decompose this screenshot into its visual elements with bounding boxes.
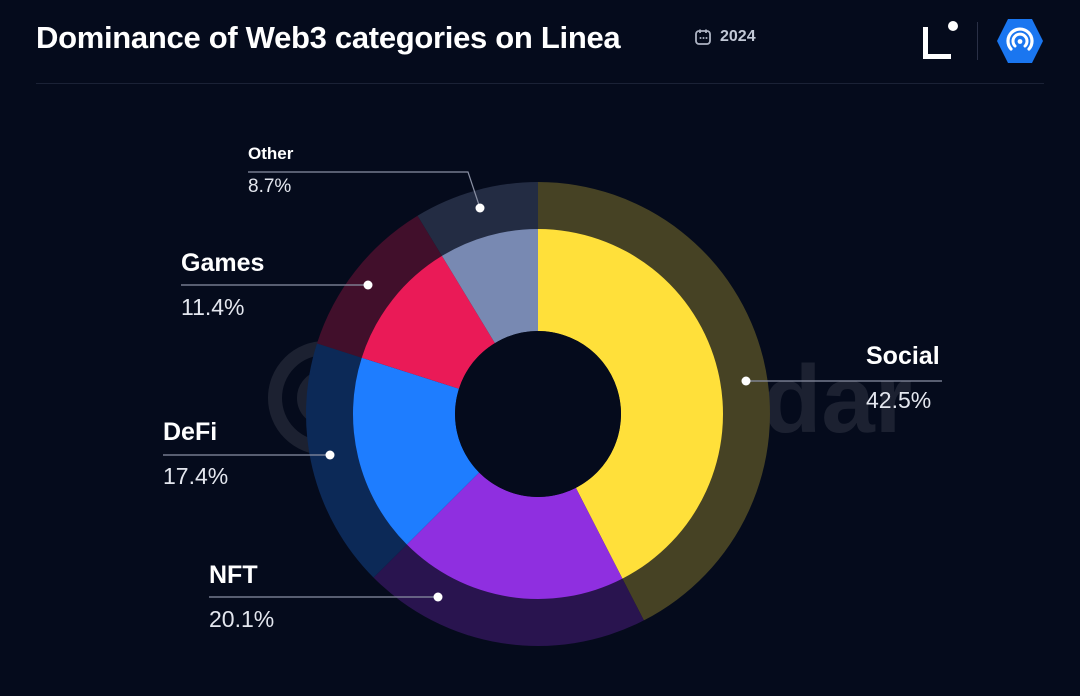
- year-label: 2024: [720, 28, 756, 45]
- linea-logo-icon: [923, 21, 959, 61]
- year-badge: 2024: [694, 28, 756, 46]
- label-name: Other: [248, 144, 294, 163]
- outer-ring: [306, 182, 771, 646]
- label-defi: DeFi 17.4%: [163, 418, 228, 490]
- inner-ring: [353, 229, 724, 599]
- leader-dot-other: [475, 203, 485, 213]
- label-name: Games: [181, 249, 265, 277]
- outer-segment-other: [417, 182, 538, 258]
- label-other: Other 8.7%: [248, 144, 293, 198]
- slice-other: [441, 229, 538, 344]
- label-value: 42.5%: [866, 387, 932, 413]
- label-social: Social 42.5%: [866, 342, 940, 414]
- leader-dot-nft: [433, 592, 443, 602]
- logo-separator: [977, 22, 978, 60]
- header: Dominance of Web3 categories on Linea 20…: [36, 18, 1044, 64]
- outer-segment-social: [538, 182, 771, 621]
- label-nft: NFT 20.1%: [209, 561, 274, 633]
- leader-dot-defi: [325, 450, 335, 460]
- page-title: Dominance of Web3 categories on Linea: [36, 20, 621, 55]
- leader-dot-social: [741, 376, 751, 386]
- calendar-icon: [695, 29, 711, 45]
- dappradar-logo-icon: [997, 19, 1043, 63]
- leader-lines: [163, 171, 942, 602]
- slice-social: [538, 229, 724, 579]
- leader-line-other: [248, 171, 481, 209]
- brand-logos: [923, 18, 1044, 64]
- label-games: Games 11.4%: [181, 249, 264, 321]
- label-value: 20.1%: [209, 606, 275, 632]
- slice-defi: [353, 357, 480, 545]
- label-value: 8.7%: [248, 176, 292, 197]
- outer-segment-defi: [306, 343, 409, 578]
- header-divider: [36, 83, 1044, 84]
- label-name: NFT: [209, 561, 258, 589]
- outer-segment-nft: [373, 543, 644, 646]
- outer-segment-games: [316, 215, 443, 359]
- slice-games: [361, 255, 495, 389]
- slice-nft: [406, 472, 623, 599]
- label-name: Social: [866, 342, 940, 370]
- label-name: DeFi: [163, 418, 218, 446]
- donut-hole: [455, 331, 621, 497]
- label-value: 17.4%: [163, 463, 229, 489]
- label-value: 11.4%: [181, 294, 245, 320]
- leader-dot-games: [363, 280, 373, 290]
